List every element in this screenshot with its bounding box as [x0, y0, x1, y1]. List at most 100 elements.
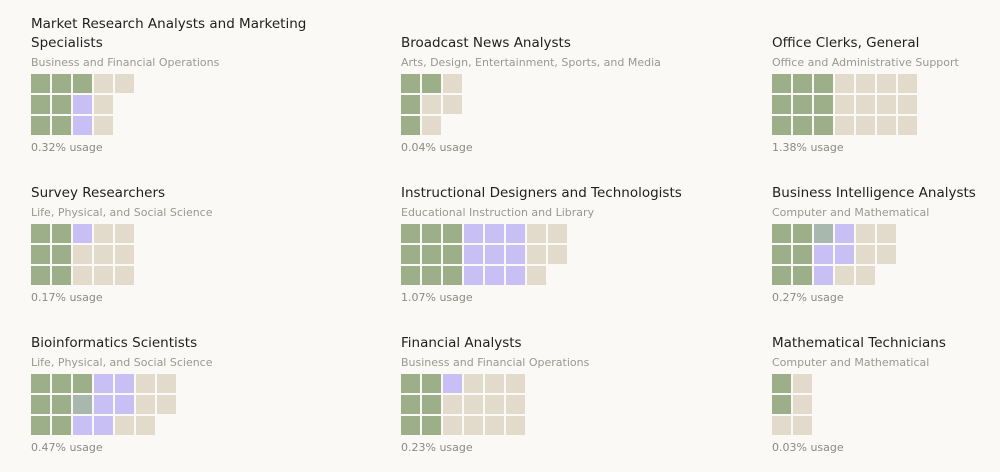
waffle-cell [814, 74, 833, 93]
card-header: Bioinformatics Scientists Life, Physical… [31, 334, 361, 372]
waffle-cell [52, 374, 71, 393]
waffle-row [401, 116, 462, 135]
waffle-cell [793, 245, 812, 264]
occupation-title: Mathematical Technicians [772, 335, 946, 351]
occupation-category: Business and Financial Operations [401, 356, 590, 369]
waffle-cell [73, 245, 92, 264]
waffle-cell [73, 74, 92, 93]
waffle-row [772, 395, 812, 414]
waffle-cell [464, 245, 483, 264]
waffle-cell [401, 116, 420, 135]
waffle-cell [422, 74, 441, 93]
waffle-cell [485, 266, 504, 285]
waffle-cell [772, 374, 791, 393]
waffle-cell [115, 416, 134, 435]
waffle-cell [443, 374, 462, 393]
waffle-cell [136, 374, 155, 393]
card-header: Mathematical Technicians Computer and Ma… [772, 334, 1000, 372]
card-header: Broadcast News Analysts Arts, Design, En… [401, 34, 731, 72]
waffle-cell [94, 245, 113, 264]
waffle-row [31, 95, 134, 114]
waffle-cell [506, 374, 525, 393]
waffle-row [401, 395, 525, 414]
waffle-cell [401, 74, 420, 93]
waffle-cell [136, 416, 155, 435]
waffle-row [401, 416, 525, 435]
usage-label: 0.23% usage [401, 441, 473, 454]
waffle-cell [856, 266, 875, 285]
waffle-cell [506, 266, 525, 285]
waffle-cell [835, 266, 854, 285]
waffle-grid [31, 374, 176, 437]
waffle-cell [443, 224, 462, 243]
waffle-cell [73, 224, 92, 243]
waffle-row [401, 224, 567, 243]
waffle-cell [835, 95, 854, 114]
waffle-cell [485, 416, 504, 435]
waffle-cell [772, 74, 791, 93]
waffle-cell [464, 224, 483, 243]
waffle-cell [401, 416, 420, 435]
waffle-cell [94, 74, 113, 93]
waffle-cell [772, 95, 791, 114]
occupation-category: Business and Financial Operations [31, 56, 220, 69]
waffle-grid [772, 374, 812, 437]
waffle-row [31, 416, 176, 435]
waffle-cell [52, 74, 71, 93]
waffle-cell [422, 416, 441, 435]
waffle-row [31, 245, 134, 264]
waffle-cell [856, 224, 875, 243]
waffle-cell [52, 245, 71, 264]
waffle-cell [835, 224, 854, 243]
waffle-cell [814, 116, 833, 135]
waffle-cell [115, 266, 134, 285]
waffle-cell [527, 245, 546, 264]
waffle-cell [485, 374, 504, 393]
occupation-category: Arts, Design, Entertainment, Sports, and… [401, 56, 661, 69]
waffle-row [772, 224, 896, 243]
waffle-cell [115, 245, 134, 264]
waffle-cell [401, 245, 420, 264]
waffle-cell [115, 74, 134, 93]
waffle-cell [506, 416, 525, 435]
waffle-cell [443, 416, 462, 435]
waffle-cell [793, 224, 812, 243]
occupation-category: Life, Physical, and Social Science [31, 206, 213, 219]
occupation-title: Survey Researchers [31, 185, 166, 201]
waffle-cell [31, 224, 50, 243]
waffle-row [401, 245, 567, 264]
waffle-cell [73, 395, 92, 414]
waffle-cell [52, 266, 71, 285]
occupation-category: Life, Physical, and Social Science [31, 356, 213, 369]
usage-label: 0.32% usage [31, 141, 103, 154]
occupation-title: Business Intelligence Analysts [772, 185, 976, 201]
waffle-cell [464, 416, 483, 435]
usage-label: 0.27% usage [772, 291, 844, 304]
occupation-title: Office Clerks, General [772, 35, 920, 51]
waffle-cell [422, 224, 441, 243]
waffle-cell [877, 245, 896, 264]
waffle-cell [772, 116, 791, 135]
waffle-cell [793, 74, 812, 93]
waffle-grid [31, 74, 134, 137]
waffle-cell [401, 266, 420, 285]
occupation-title: Instructional Designers and Technologist… [401, 185, 682, 201]
waffle-cell [31, 395, 50, 414]
waffle-grid [772, 74, 917, 137]
waffle-row [401, 266, 567, 285]
card-header: Market Research Analysts and Marketing S… [31, 15, 361, 72]
waffle-cell [772, 395, 791, 414]
waffle-cell [401, 224, 420, 243]
waffle-row [401, 95, 462, 114]
waffle-cell [401, 395, 420, 414]
usage-label: 0.17% usage [31, 291, 103, 304]
waffle-cell [793, 95, 812, 114]
waffle-cell [793, 416, 812, 435]
waffle-row [772, 374, 812, 393]
waffle-cell [772, 266, 791, 285]
waffle-cell [464, 374, 483, 393]
waffle-cell [835, 74, 854, 93]
waffle-grid [401, 224, 567, 287]
waffle-cell [52, 95, 71, 114]
usage-label: 0.47% usage [31, 441, 103, 454]
